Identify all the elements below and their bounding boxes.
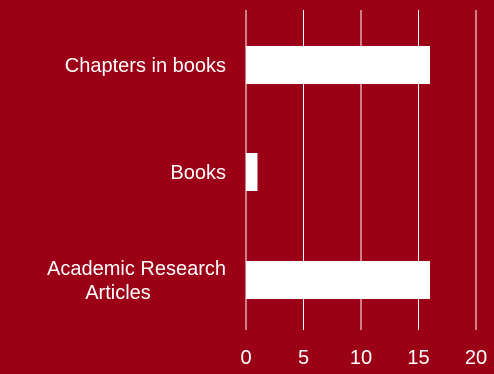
bar-0: [246, 46, 430, 84]
category-label-2-line-1: Articles: [85, 282, 151, 304]
category-labels: Chapters in books Books Academic Research A…: [47, 55, 226, 304]
x-tick-labels: 0 5 10 15 20: [240, 347, 487, 369]
category-label-0: Chapters in books: [65, 55, 226, 77]
bar-1: [246, 153, 258, 191]
x-tick-label-15: 15: [407, 347, 429, 369]
category-label-1: Books: [170, 162, 226, 184]
bar-2: [246, 261, 430, 299]
x-tick-label-10: 10: [350, 347, 372, 369]
bars: [246, 46, 430, 299]
category-label-2-line-0: Academic Research: [47, 258, 226, 280]
x-tick-label-20: 20: [465, 347, 487, 369]
category-label-2: Academic Research Articles: [47, 258, 226, 304]
x-tick-label-5: 5: [298, 347, 309, 369]
x-tick-label-0: 0: [240, 347, 251, 369]
